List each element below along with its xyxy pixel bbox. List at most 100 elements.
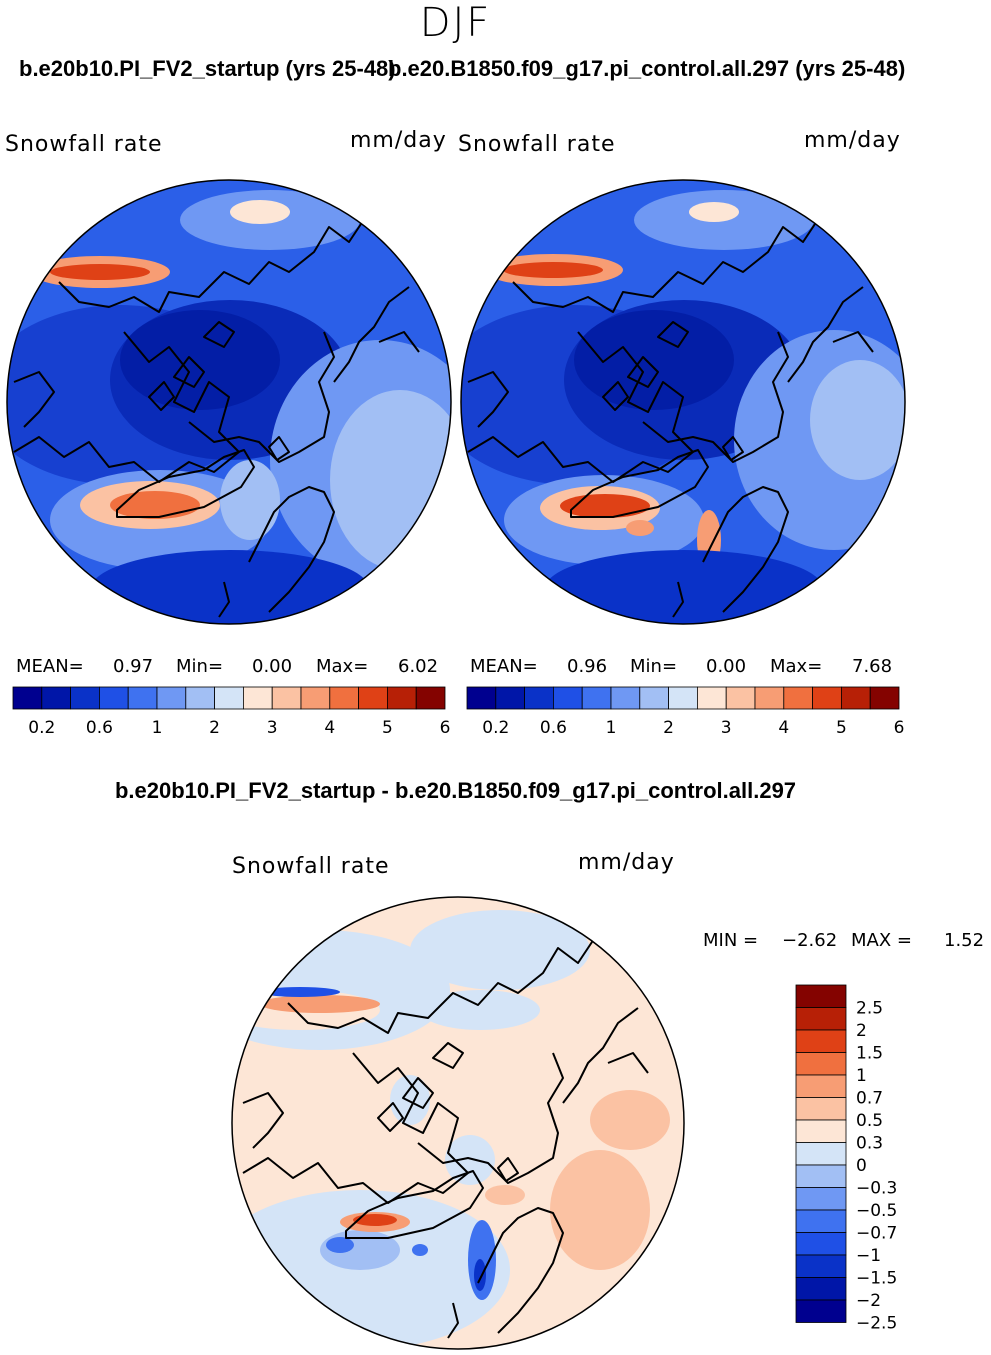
diff-colorbar-swatch <box>795 1119 847 1143</box>
diff-colorbar-swatch <box>795 1007 847 1031</box>
right-colorbar-tick: 1 <box>606 718 617 738</box>
right-min-value: 0.00 <box>706 656 747 677</box>
diff-colorbar-tick: −0.3 <box>856 1179 897 1199</box>
right-colorbar-swatch <box>869 686 900 710</box>
right-colorbar-swatch <box>610 686 641 710</box>
diff-colorbar-tick: 1 <box>856 1066 867 1086</box>
diff-colorbar-tick: −0.5 <box>856 1201 897 1221</box>
right-colorbar-swatch <box>581 686 612 710</box>
left-colorbar-tick: 4 <box>324 718 335 738</box>
right-mean-value: 0.96 <box>567 656 608 677</box>
left-colorbar-swatch <box>329 686 359 710</box>
diff-title: b.e20b10.PI_FV2_startup - b.e20.B1850.f0… <box>114 778 797 803</box>
left-colorbar-swatch <box>12 686 43 710</box>
left-map <box>7 180 451 624</box>
diff-colorbar-swatch <box>795 1254 847 1278</box>
right-colorbar-tick: 5 <box>836 718 847 738</box>
left-colorbar-tick: 6 <box>440 718 451 738</box>
right-colorbar-tick: 4 <box>778 718 789 738</box>
left-min-label: Min= <box>176 656 224 677</box>
diff-colorbar-tick: 0 <box>856 1156 867 1176</box>
right-colorbar-tick: 0.6 <box>540 718 567 738</box>
right-mean-label: MEAN= <box>470 656 538 677</box>
left-mean-value: 0.97 <box>113 656 154 677</box>
diff-colorbar-swatch <box>795 1187 847 1211</box>
diff-colorbar-swatch <box>795 1232 847 1256</box>
right-min-label: Min= <box>630 656 678 677</box>
left-colorbar-swatch <box>300 686 331 710</box>
left-colorbar-swatch <box>99 686 129 710</box>
diff-colorbar-swatch <box>795 1164 847 1188</box>
left-run-title: b.e20b10.PI_FV2_startup (yrs 25-48) <box>19 56 396 81</box>
diff-map-svg <box>231 896 685 1350</box>
left-colorbar-tick: 0.2 <box>28 718 55 738</box>
right-map <box>461 180 905 624</box>
diff-colorbar-swatch <box>795 1029 847 1053</box>
diff-colorbar-swatch <box>795 1142 847 1166</box>
diff-colorbar-swatch <box>795 1299 847 1323</box>
left-colorbar-tick: 3 <box>267 718 278 738</box>
left-mean-label: MEAN= <box>16 656 84 677</box>
right-colorbar-swatch <box>754 686 785 710</box>
diff-colorbar-tick: 0.5 <box>856 1111 883 1131</box>
left-colorbar-tick: 0.6 <box>86 718 113 738</box>
diff-min-label: MIN = <box>703 930 759 951</box>
left-colorbar-swatch <box>127 686 158 710</box>
left-max-value: 6.02 <box>398 656 439 677</box>
left-colorbar-tick: 1 <box>152 718 163 738</box>
right-max-value: 7.68 <box>852 656 893 677</box>
left-min-value: 0.00 <box>252 656 293 677</box>
diff-colorbar: 2.52 1.51 0.70.5 0.30 −0.3−0.5 −0.7−1 −1.5−2 −2… <box>795 984 897 1334</box>
diff-colorbar-tick: 2.5 <box>856 999 883 1019</box>
diff-colorbar-swatch <box>795 1052 847 1076</box>
left-colorbar-swatch <box>271 686 302 710</box>
left-colorbar-swatch <box>185 686 216 710</box>
right-colorbar-swatch <box>696 686 727 710</box>
right-colorbar-swatch <box>812 686 842 710</box>
diff-max-value: 1.52 <box>944 930 985 951</box>
left-colorbar-tick: 5 <box>382 718 393 738</box>
right-colorbar-swatch <box>495 686 525 710</box>
right-colorbar-swatch <box>725 686 756 710</box>
right-colorbar-swatch <box>466 686 497 710</box>
diff-colorbar-tick: 2 <box>856 1021 867 1041</box>
diff-colorbar-tick: −2.5 <box>856 1314 897 1334</box>
diff-colorbar-swatch <box>795 984 847 1008</box>
left-colorbar-swatch <box>386 686 417 710</box>
diff-max-label: MAX = <box>851 930 912 951</box>
right-colorbar-swatch <box>524 686 554 710</box>
diff-colorbar-tick: −2 <box>856 1291 881 1311</box>
right-colorbar-swatch <box>783 686 813 710</box>
left-colorbar-tick: 2 <box>209 718 220 738</box>
right-colorbar-swatch <box>840 686 871 710</box>
diff-colorbar-tick: −1.5 <box>856 1269 897 1289</box>
right-colorbar-tick: 3 <box>721 718 732 738</box>
right-max-label: Max= <box>770 656 823 677</box>
right-colorbar-swatch <box>639 686 670 710</box>
diff-colorbar-tick: 0.3 <box>856 1134 883 1154</box>
diff-min-value: −2.62 <box>782 930 838 951</box>
right-colorbar-swatch <box>553 686 583 710</box>
left-colorbar-swatch <box>415 686 446 710</box>
diff-colorbar-tick: −0.7 <box>856 1224 897 1244</box>
left-colorbar-swatch <box>41 686 71 710</box>
right-units-label: mm/day <box>804 128 901 153</box>
diff-colorbar-swatch <box>795 1074 847 1098</box>
right-run-title: b.e20.B1850.f09_g17.pi_control.all.297 (… <box>388 56 906 81</box>
diff-colorbar-swatch <box>795 1209 847 1233</box>
right-colorbar: 0.2 0.6 1 2 3 4 5 6 <box>466 686 904 738</box>
left-colorbar-swatch <box>214 686 244 710</box>
diff-map <box>232 897 684 1349</box>
diff-map-border <box>231 896 685 1350</box>
diff-variable-label: Snowfall rate <box>232 854 390 879</box>
season-title: DJF <box>419 0 492 46</box>
left-colorbar: 0.2 0.6 1 2 3 4 5 6 <box>12 686 451 738</box>
left-colorbar-swatch <box>156 686 187 710</box>
diff-colorbar-tick: 1.5 <box>856 1044 883 1064</box>
diff-colorbar-tick: 0.7 <box>856 1089 883 1109</box>
right-colorbar-tick: 0.2 <box>482 718 509 738</box>
left-max-label: Max= <box>316 656 369 677</box>
diff-colorbar-swatch <box>795 1277 847 1301</box>
left-colorbar-swatch <box>242 686 273 710</box>
left-map-border <box>6 179 452 625</box>
